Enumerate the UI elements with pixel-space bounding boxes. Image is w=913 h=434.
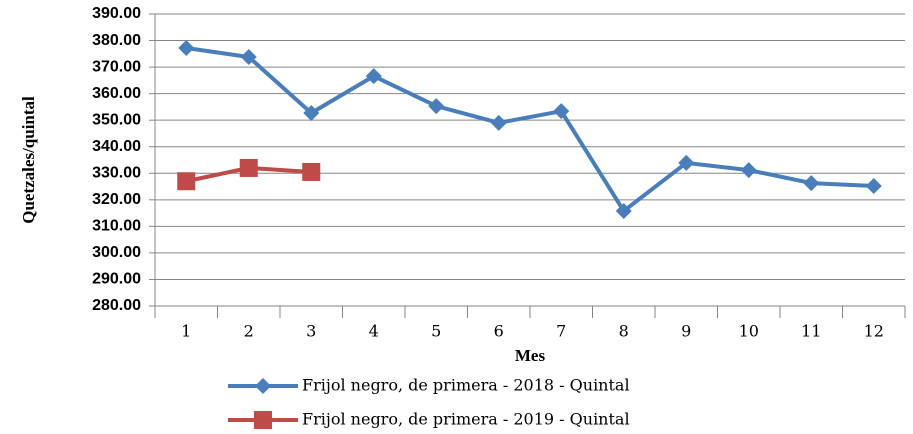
marker — [490, 114, 507, 131]
x-tick-label: 12 — [864, 322, 884, 341]
x-tick-label: 7 — [556, 322, 566, 341]
marker — [303, 105, 320, 122]
y-tick-label: 380.00 — [92, 32, 141, 49]
line — [185, 45, 874, 213]
marker — [553, 103, 570, 120]
marker — [240, 49, 257, 66]
legend-label: Frijol negro, de primera - 2019 - Quinta… — [302, 410, 630, 429]
marker — [803, 175, 820, 192]
y-tick-label: 310.00 — [92, 218, 141, 235]
marker — [365, 68, 382, 85]
marker — [740, 162, 757, 179]
y-tick-label: 360.00 — [92, 85, 141, 102]
y-tick-label: 390.00 — [92, 5, 141, 22]
x-tick-label: 9 — [681, 322, 691, 341]
y-tick-label: 290.00 — [92, 271, 141, 288]
y-axis-title: Quetzales/quintal — [19, 96, 38, 224]
x-tick-label: 6 — [494, 322, 504, 341]
marker — [255, 378, 271, 394]
y-tick-label: 300.00 — [92, 244, 141, 261]
y-tick-label: 280.00 — [92, 297, 141, 314]
x-tick-label: 1 — [181, 322, 191, 341]
x-tick-label: 11 — [801, 322, 821, 341]
x-axis-title: Mes — [515, 346, 546, 365]
marker — [302, 162, 321, 181]
marker — [178, 39, 195, 56]
x-tick-label: 8 — [619, 322, 629, 341]
x-tick-label: 5 — [431, 322, 441, 341]
y-tick-label: 340.00 — [92, 138, 141, 155]
x-tick-label: 10 — [739, 322, 759, 341]
marker — [428, 98, 445, 115]
marker — [678, 154, 695, 171]
x-tick-label: 4 — [369, 322, 379, 341]
x-tick-label: 3 — [306, 322, 316, 341]
marker — [615, 202, 632, 219]
y-tick-label: 370.00 — [92, 58, 141, 75]
x-tick-label: 2 — [244, 322, 254, 341]
y-tick-label: 350.00 — [92, 111, 141, 128]
y-tick-label: 330.00 — [92, 164, 141, 181]
legend-label: Frijol negro, de primera - 2018 - Quinta… — [302, 376, 630, 395]
marker — [865, 178, 882, 195]
y-tick-label: 320.00 — [92, 191, 141, 208]
marker — [254, 411, 272, 429]
marker — [177, 172, 196, 191]
marker — [239, 158, 258, 177]
